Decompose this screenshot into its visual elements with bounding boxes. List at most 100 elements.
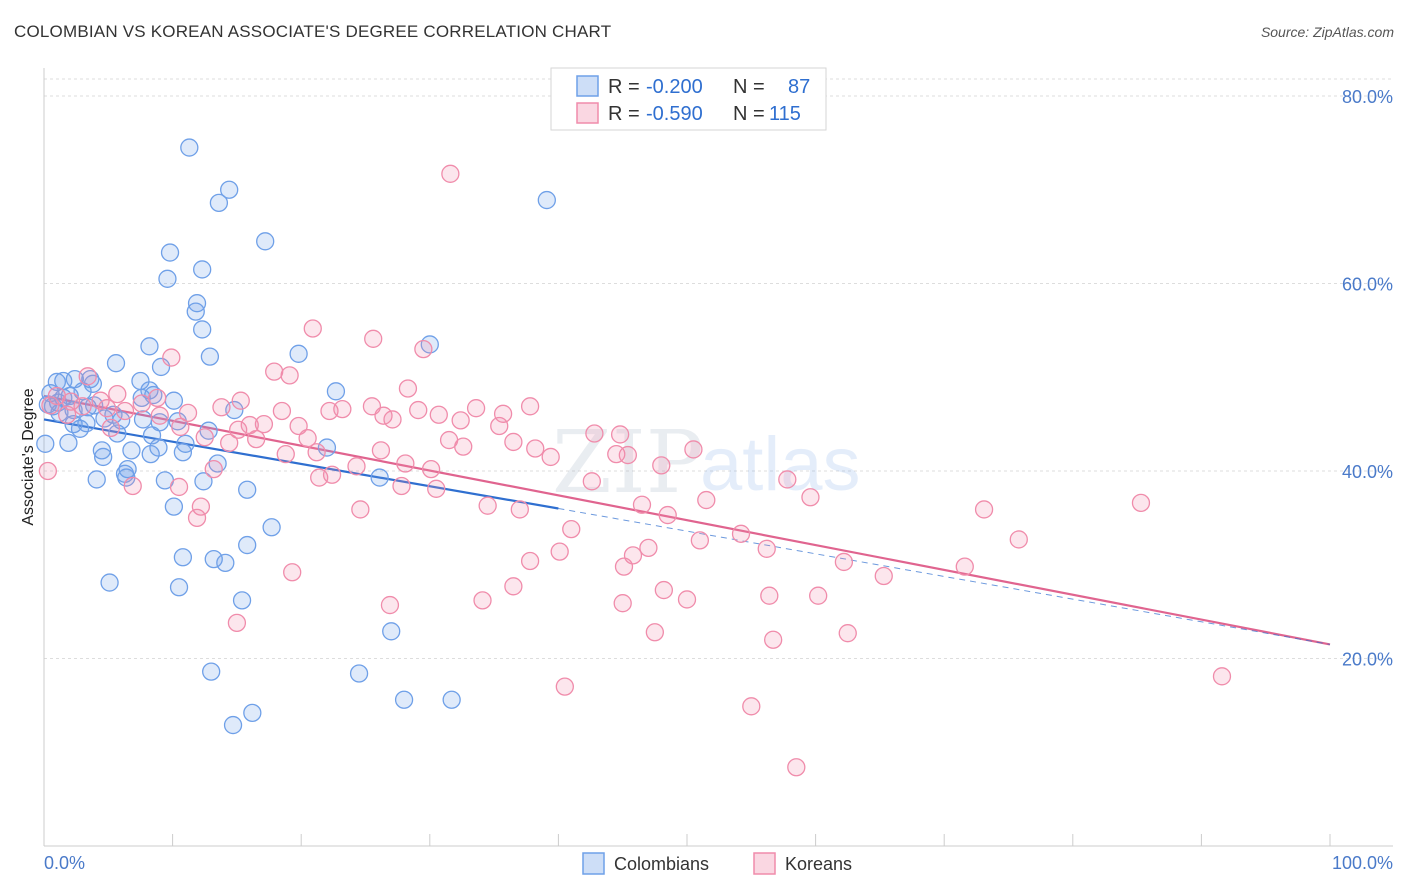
point-colombians-15 xyxy=(106,354,126,373)
koreans-points xyxy=(38,164,1232,777)
point-koreans-74 xyxy=(974,500,994,519)
point-koreans-92 xyxy=(504,577,523,596)
point-koreans-69 xyxy=(478,496,497,515)
y-tick-labels: 20.0% 40.0% 60.0% 80.0% xyxy=(1342,87,1393,670)
point-koreans-99 xyxy=(613,594,632,613)
point-koreans-97 xyxy=(473,591,492,610)
point-colombians-68 xyxy=(204,549,223,569)
point-koreans-8 xyxy=(398,379,418,398)
point-koreans-77 xyxy=(562,519,581,539)
point-colombians-17 xyxy=(47,372,67,392)
point-koreans-72 xyxy=(697,490,716,510)
point-koreans-18 xyxy=(73,397,92,416)
point-koreans-7 xyxy=(280,366,299,385)
point-colombians-14 xyxy=(289,344,308,363)
point-colombians-73 xyxy=(382,622,401,641)
point-koreans-98 xyxy=(380,595,400,615)
point-colombians-5 xyxy=(160,243,180,262)
point-koreans-53 xyxy=(541,447,560,467)
point-koreans-32 xyxy=(383,410,402,429)
point-koreans-71 xyxy=(632,495,652,514)
point-colombians-55 xyxy=(141,444,160,464)
point-koreans-12 xyxy=(148,388,167,408)
colombians-points xyxy=(36,138,556,735)
point-koreans-42 xyxy=(220,433,239,453)
point-koreans-36 xyxy=(171,417,190,437)
point-colombians-75 xyxy=(349,664,369,683)
point-colombians-2 xyxy=(209,193,229,213)
bottom-legend-swatch-koreans xyxy=(753,852,776,875)
x-tick-label-max: 100.0% xyxy=(1332,853,1393,873)
point-koreans-80 xyxy=(690,531,710,550)
point-koreans-70 xyxy=(510,500,529,519)
series-legend: Colombians Koreans xyxy=(582,852,852,875)
point-koreans-51 xyxy=(396,454,415,473)
point-koreans-102 xyxy=(227,613,247,633)
point-koreans-76 xyxy=(187,508,207,528)
point-koreans-45 xyxy=(371,441,391,460)
trendline-colombians xyxy=(43,418,559,510)
y-tick-label-20: 20.0% xyxy=(1342,650,1393,670)
point-colombians-29 xyxy=(132,388,151,408)
point-koreans-9 xyxy=(108,384,127,404)
point-koreans-100 xyxy=(764,630,783,649)
chart-title: COLOMBIAN VS KOREAN ASSOCIATE'S DEGREE C… xyxy=(14,22,612,41)
point-colombians-62 xyxy=(194,472,213,491)
point-colombians-39 xyxy=(133,410,153,429)
point-colombians-79 xyxy=(223,715,243,735)
point-koreans-6 xyxy=(265,362,284,381)
point-koreans-108 xyxy=(298,429,317,448)
y-axis-title: Associate's Degree xyxy=(20,388,37,525)
point-colombians-4 xyxy=(256,232,275,251)
point-koreans-94 xyxy=(760,586,779,605)
point-koreans-39 xyxy=(451,411,470,430)
point-koreans-19 xyxy=(97,399,117,418)
x-tick-marks xyxy=(172,834,1331,846)
point-koreans-33 xyxy=(57,405,77,424)
point-koreans-65 xyxy=(123,476,142,496)
point-koreans-0 xyxy=(441,164,460,183)
trendline-koreans xyxy=(43,394,1331,646)
point-koreans-10 xyxy=(91,391,110,410)
point-koreans-31 xyxy=(320,401,339,421)
point-koreans-47 xyxy=(454,437,473,456)
legend-r-value-1: -0.200 xyxy=(646,76,703,98)
watermark-atlas: atlas xyxy=(700,422,861,507)
legend-r-label-1: R = xyxy=(608,76,640,98)
point-koreans-112 xyxy=(585,424,604,443)
trend-lines xyxy=(43,394,1331,646)
point-koreans-43 xyxy=(247,429,266,449)
legend-swatch-koreans xyxy=(576,102,599,124)
point-colombians-76 xyxy=(394,690,414,709)
point-koreans-34 xyxy=(41,396,60,415)
legend-r-label-2: R = xyxy=(608,103,640,125)
point-koreans-87 xyxy=(614,557,634,576)
point-koreans-55 xyxy=(618,445,637,465)
point-colombians-65 xyxy=(262,518,281,537)
y-tick-label-60: 60.0% xyxy=(1342,275,1393,295)
point-koreans-68 xyxy=(351,500,370,519)
point-colombians-56 xyxy=(173,443,193,462)
point-colombians-84 xyxy=(150,413,169,432)
point-koreans-49 xyxy=(526,439,545,458)
point-koreans-57 xyxy=(684,440,703,459)
point-colombians-52 xyxy=(92,441,112,460)
point-koreans-44 xyxy=(307,443,326,462)
point-colombians-67 xyxy=(173,548,193,567)
point-koreans-22 xyxy=(150,406,169,425)
point-koreans-23 xyxy=(272,401,292,421)
y-tick-label-40: 40.0% xyxy=(1342,462,1393,482)
point-colombians-9 xyxy=(186,302,205,321)
point-koreans-101 xyxy=(838,624,857,643)
point-koreans-21 xyxy=(178,403,198,423)
point-colombians-69 xyxy=(216,553,235,573)
point-koreans-41 xyxy=(195,428,214,447)
point-colombians-64 xyxy=(164,497,184,516)
point-colombians-11 xyxy=(140,337,159,356)
point-colombians-63 xyxy=(238,480,257,499)
correlation-legend: R = -0.200 N = 87 R = -0.590 N = 115 xyxy=(550,67,827,131)
point-colombians-10 xyxy=(193,320,212,339)
point-koreans-27 xyxy=(466,399,486,418)
point-colombians-3 xyxy=(537,190,556,210)
point-koreans-60 xyxy=(392,476,411,496)
